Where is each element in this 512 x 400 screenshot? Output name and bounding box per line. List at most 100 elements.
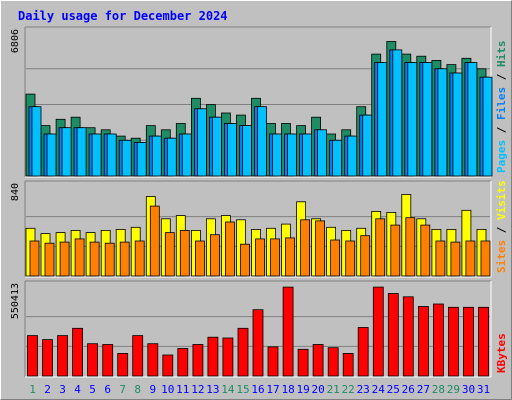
bar-sites-day-10 (164, 232, 175, 277)
bar-pages-day-16 (257, 106, 267, 177)
x-tick-label-day-19: 19 (296, 383, 309, 396)
bar-pages-day-10 (166, 137, 177, 177)
bar-kbytes-day-4 (72, 327, 83, 377)
panel-visits-axis-label: Sites / Visits (495, 180, 508, 273)
bar-sites-day-5 (89, 241, 100, 277)
axis-label-pages: Pages (495, 140, 508, 173)
x-tick-label-day-29: 29 (447, 383, 460, 396)
x-tick-label-day-20: 20 (311, 383, 324, 396)
bar-pages-day-24 (377, 62, 388, 177)
x-tick-label-day-5: 5 (89, 383, 96, 396)
bar-sites-day-22 (345, 240, 356, 277)
bar-pages-day-8 (136, 141, 147, 177)
bar-kbytes-day-31 (478, 306, 489, 377)
bar-pages-day-14 (226, 123, 237, 177)
bar-kbytes-day-23 (357, 327, 369, 377)
bar-sites-day-24 (375, 218, 386, 277)
x-tick-label-day-7: 7 (119, 383, 126, 396)
bar-sites-day-28 (435, 240, 446, 277)
bar-sites-day-30 (465, 240, 476, 277)
panel-visits-y-max-label: 840 (10, 183, 21, 201)
x-tick-label-day-12: 12 (191, 383, 204, 396)
bar-kbytes-day-15 (237, 327, 249, 377)
bar-kbytes-day-5 (87, 343, 98, 377)
x-axis-labels: 1 2 3 4 5 6 7 8 9 10 11 12 13 14 15 16 17 18 19 20 21 22 23 24 2… (29, 383, 490, 396)
bar-kbytes-day-14 (222, 337, 234, 377)
bar-sites-day-13 (209, 234, 220, 277)
bar-kbytes-day-17 (267, 346, 279, 377)
bar-sites-day-17 (270, 238, 280, 277)
bar-pages-day-17 (272, 133, 282, 177)
axis-label-separator: / (495, 67, 508, 87)
bar-pages-day-9 (151, 135, 162, 177)
bar-sites-day-3 (59, 241, 70, 277)
bar-kbytes-day-20 (312, 344, 324, 377)
bar-pages-day-30 (467, 62, 478, 177)
x-tick-label-day-31: 31 (477, 383, 490, 396)
bar-sites-day-31 (480, 240, 491, 277)
bar-pages-day-18 (287, 133, 297, 177)
axis-label-separator: / (495, 120, 508, 140)
axis-label-sites: Sites (495, 240, 508, 273)
bar-pages-day-28 (437, 68, 448, 177)
bar-sites-day-21 (330, 239, 341, 277)
panel-visits: 840 Sites / Visits (10, 180, 508, 278)
bar-kbytes-day-2 (42, 339, 53, 377)
bar-sites-day-27 (420, 224, 431, 277)
axis-label-hits: Hits (495, 41, 508, 68)
bar-pages-day-15 (242, 125, 252, 177)
bar-pages-day-6 (106, 133, 117, 177)
bar-pages-day-2 (46, 133, 57, 177)
bar-kbytes-day-29 (447, 306, 459, 377)
bar-pages-day-19 (302, 133, 313, 177)
x-tick-label-day-21: 21 (327, 383, 340, 396)
x-tick-label-day-1: 1 (29, 383, 36, 396)
x-tick-label-day-24: 24 (372, 383, 386, 396)
bar-kbytes-day-19 (297, 348, 309, 377)
bar-kbytes-day-6 (102, 344, 114, 377)
bar-pages-day-11 (181, 133, 192, 177)
bar-kbytes-day-10 (162, 354, 174, 377)
bar-sites-day-11 (179, 229, 190, 277)
bar-sites-day-1 (29, 240, 40, 277)
bar-kbytes-day-24 (372, 286, 384, 377)
bar-sites-day-14 (224, 221, 235, 277)
bar-pages-day-22 (347, 135, 358, 177)
x-tick-label-day-23: 23 (357, 383, 370, 396)
bar-sites-day-12 (194, 240, 205, 277)
bar-pages-day-26 (407, 62, 418, 177)
x-tick-label-day-4: 4 (74, 383, 81, 396)
x-tick-label-day-30: 30 (462, 383, 475, 396)
bar-sites-day-19 (300, 219, 311, 277)
bar-pages-day-23 (362, 114, 373, 177)
bar-pages-day-21 (332, 139, 343, 177)
x-tick-label-day-10: 10 (161, 383, 174, 396)
bar-sites-day-6 (104, 242, 115, 277)
bar-pages-day-31 (482, 76, 493, 177)
bar-kbytes-day-27 (417, 306, 429, 377)
panel-kbytes-axis-label: KBytes (495, 333, 508, 373)
bar-kbytes-day-28 (432, 303, 444, 377)
bar-kbytes-day-7 (117, 352, 129, 377)
bar-kbytes-day-22 (342, 352, 354, 377)
bar-kbytes-day-8 (132, 335, 144, 377)
axis-label-separator: / (495, 220, 508, 240)
bar-kbytes-day-16 (252, 309, 264, 377)
panel-hits: 6806 Pages / Files / Hits (10, 26, 508, 178)
panel-hits-axis-label: Pages / Files / Hits (495, 41, 508, 174)
bar-kbytes-day-1 (27, 335, 38, 377)
bar-kbytes-day-26 (402, 296, 414, 377)
axis-label-visits: Visits (495, 180, 508, 220)
bar-kbytes-day-3 (57, 335, 68, 377)
panel-hits-y-max-label: 6806 (10, 29, 21, 53)
bar-sites-day-25 (390, 224, 401, 277)
bar-kbytes-day-9 (147, 343, 159, 377)
bar-sites-day-2 (44, 242, 55, 277)
axis-label-files: Files (495, 87, 508, 120)
bar-sites-day-15 (240, 243, 250, 277)
bar-sites-day-7 (119, 241, 130, 277)
bar-kbytes-day-13 (207, 336, 219, 377)
x-tick-label-day-22: 22 (342, 383, 355, 396)
